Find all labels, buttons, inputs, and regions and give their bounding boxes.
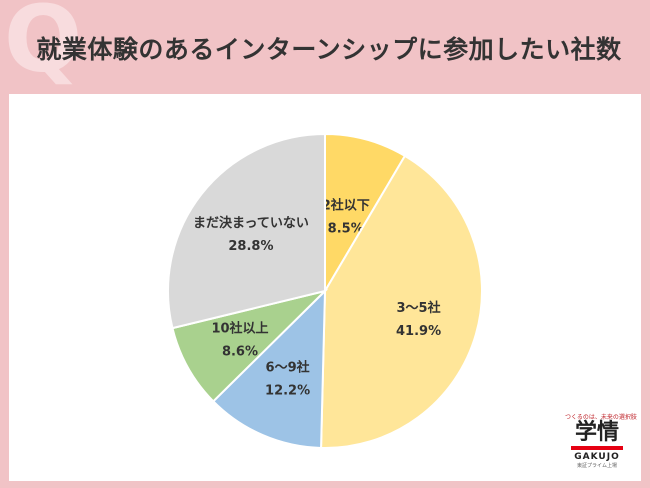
- pie-chart: 2社以下 8.5% 3～5社 41.9% 6～9社 12.2% 10社以上 8.6% まだ決まっ…: [167, 132, 483, 449]
- pie-slice: [211, 288, 327, 449]
- slice-value: 28.8%: [228, 239, 273, 254]
- slice-value: 12.2%: [265, 383, 310, 398]
- q-mark: Q: [4, 0, 83, 93]
- slice-label: まだ決まっていない: [193, 215, 309, 231]
- slice-label: 10社以上: [211, 320, 268, 336]
- gakujo-logo: つくるのは、未来の選択肢 学情 GAKUJO 東証プライム上場: [565, 412, 637, 469]
- logo-main: 学情: [574, 420, 619, 445]
- logo-tagline: つくるのは、未来の選択肢: [565, 414, 637, 421]
- slice-value: 8.5%: [328, 221, 364, 236]
- slice-label: 2社以下: [322, 197, 370, 213]
- logo-sub: GAKUJO: [574, 452, 620, 462]
- pie-slice: [167, 132, 326, 330]
- logo-foot: 東証プライム上場: [577, 463, 617, 469]
- slice-label: 3～5社: [397, 300, 441, 316]
- chart-title: 就業体験のあるインターンシップに参加したい社数: [36, 35, 622, 64]
- pie-slice: [320, 154, 483, 449]
- pie-slice: [171, 289, 329, 403]
- slice-value: 8.6%: [222, 344, 258, 359]
- slice-value: 41.9%: [396, 324, 441, 339]
- pie-slice: [324, 132, 407, 295]
- slice-label: 6～9社: [266, 359, 310, 375]
- chart-panel: 2社以下 8.5% 3～5社 41.9% 6～9社 12.2% 10社以上 8.6% まだ決まっ…: [9, 94, 641, 481]
- logo-bar: [571, 446, 623, 450]
